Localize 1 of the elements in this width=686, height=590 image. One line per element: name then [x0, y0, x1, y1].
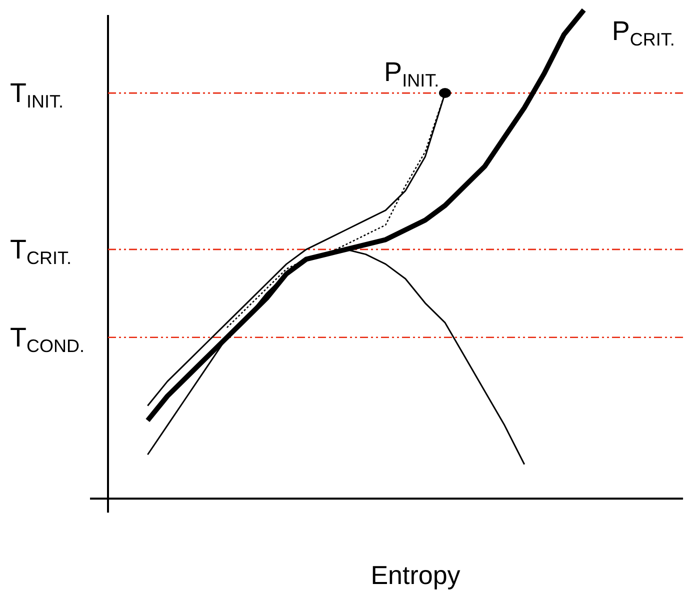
x-axis-title: Entropy — [370, 560, 460, 590]
